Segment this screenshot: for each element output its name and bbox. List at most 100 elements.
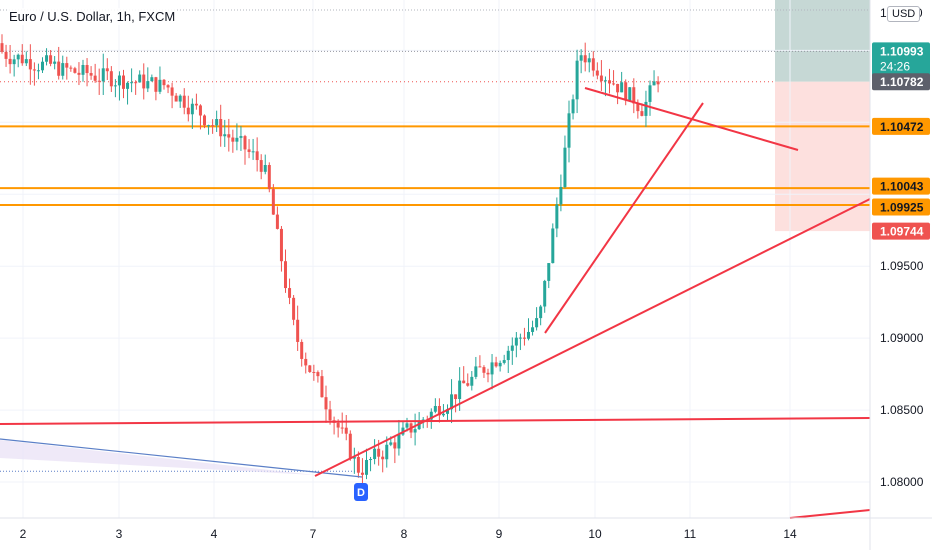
candle[interactable] bbox=[559, 174, 563, 212]
candle[interactable] bbox=[219, 104, 223, 147]
candle[interactable] bbox=[470, 371, 474, 391]
candle[interactable] bbox=[583, 42, 587, 72]
candle[interactable] bbox=[579, 49, 583, 74]
candle[interactable] bbox=[340, 412, 344, 434]
candle[interactable] bbox=[271, 184, 275, 215]
candle[interactable] bbox=[441, 404, 445, 417]
candle[interactable] bbox=[109, 66, 113, 92]
candle[interactable] bbox=[275, 206, 279, 230]
candle[interactable] bbox=[57, 46, 61, 80]
target-zone[interactable] bbox=[775, 0, 870, 82]
candle[interactable] bbox=[28, 44, 32, 85]
candle[interactable] bbox=[624, 79, 628, 106]
candle[interactable] bbox=[466, 373, 470, 387]
candle[interactable] bbox=[53, 56, 57, 70]
candle[interactable] bbox=[296, 305, 300, 351]
candle[interactable] bbox=[462, 366, 466, 384]
candle[interactable] bbox=[373, 439, 377, 465]
candle[interactable] bbox=[105, 58, 109, 80]
candle[interactable] bbox=[385, 436, 389, 468]
candle[interactable] bbox=[126, 81, 130, 105]
candle[interactable] bbox=[49, 50, 53, 67]
candle[interactable] bbox=[304, 352, 308, 374]
candle[interactable] bbox=[182, 88, 186, 115]
candle[interactable] bbox=[632, 78, 636, 114]
candle[interactable] bbox=[527, 318, 530, 341]
candle[interactable] bbox=[454, 394, 458, 413]
candle[interactable] bbox=[251, 138, 255, 160]
candle[interactable] bbox=[344, 414, 348, 441]
candle[interactable] bbox=[494, 356, 498, 368]
candle[interactable] bbox=[571, 94, 575, 120]
candle[interactable] bbox=[150, 74, 154, 82]
candle[interactable] bbox=[85, 58, 89, 87]
lower-trend-line[interactable] bbox=[789, 509, 871, 519]
candle[interactable] bbox=[113, 79, 117, 98]
triangle-upper-line[interactable] bbox=[584, 87, 799, 151]
candle[interactable] bbox=[263, 154, 267, 175]
candle[interactable] bbox=[41, 57, 44, 73]
candle[interactable] bbox=[231, 129, 235, 153]
channel-line[interactable] bbox=[0, 438, 363, 478]
candle[interactable] bbox=[138, 70, 142, 83]
candle[interactable] bbox=[591, 51, 595, 77]
stop-zone[interactable] bbox=[775, 81, 870, 232]
candle[interactable] bbox=[575, 49, 579, 114]
candle[interactable] bbox=[587, 52, 591, 73]
candle[interactable] bbox=[320, 369, 324, 398]
candle[interactable] bbox=[97, 68, 101, 95]
candle[interactable] bbox=[194, 93, 198, 110]
candle[interactable] bbox=[413, 413, 417, 446]
candle[interactable] bbox=[146, 67, 150, 93]
price-label-entry[interactable]: 1.10782 bbox=[872, 73, 930, 91]
candle[interactable] bbox=[117, 71, 121, 101]
candle[interactable] bbox=[101, 53, 105, 95]
candle[interactable] bbox=[186, 95, 190, 122]
candle[interactable] bbox=[61, 55, 65, 80]
candle[interactable] bbox=[620, 71, 624, 93]
candle[interactable] bbox=[239, 126, 243, 151]
candle[interactable] bbox=[518, 333, 522, 351]
candle[interactable] bbox=[514, 332, 518, 358]
candle[interactable] bbox=[0, 34, 4, 54]
candle[interactable] bbox=[502, 354, 506, 365]
currency-badge[interactable]: USD bbox=[887, 6, 921, 22]
candle[interactable] bbox=[16, 53, 20, 68]
candle[interactable] bbox=[652, 70, 656, 86]
candle[interactable] bbox=[211, 119, 215, 134]
candle[interactable] bbox=[235, 123, 239, 151]
candle[interactable] bbox=[243, 134, 247, 165]
candle[interactable] bbox=[203, 114, 206, 129]
candle[interactable] bbox=[12, 54, 16, 77]
candle[interactable] bbox=[190, 98, 194, 129]
candle[interactable] bbox=[300, 339, 304, 367]
candle[interactable] bbox=[284, 249, 287, 293]
price-label-level[interactable]: 1.10043 bbox=[872, 177, 930, 195]
candle[interactable] bbox=[69, 65, 73, 72]
candle[interactable] bbox=[446, 404, 449, 421]
candle[interactable] bbox=[288, 278, 292, 305]
candle[interactable] bbox=[255, 137, 259, 172]
candle[interactable] bbox=[612, 70, 616, 86]
candle[interactable] bbox=[178, 94, 182, 108]
candle[interactable] bbox=[81, 59, 85, 82]
candle[interactable] bbox=[482, 365, 486, 378]
candle[interactable] bbox=[122, 69, 125, 99]
candle[interactable] bbox=[393, 436, 397, 464]
candle[interactable] bbox=[498, 360, 502, 372]
candle[interactable] bbox=[308, 364, 312, 373]
candle[interactable] bbox=[352, 447, 356, 474]
price-label-level[interactable]: 1.10472 bbox=[872, 117, 930, 135]
candle[interactable] bbox=[551, 223, 555, 264]
candle[interactable] bbox=[535, 307, 539, 331]
event-marker-d[interactable]: D bbox=[354, 483, 368, 501]
candle[interactable] bbox=[328, 400, 332, 425]
price-label-stop[interactable]: 1.09744 bbox=[872, 222, 930, 240]
candle[interactable] bbox=[134, 80, 138, 95]
candle[interactable] bbox=[142, 63, 146, 100]
candle[interactable] bbox=[555, 197, 559, 238]
candle[interactable] bbox=[36, 63, 40, 80]
uptrend-line-short[interactable] bbox=[544, 102, 704, 334]
